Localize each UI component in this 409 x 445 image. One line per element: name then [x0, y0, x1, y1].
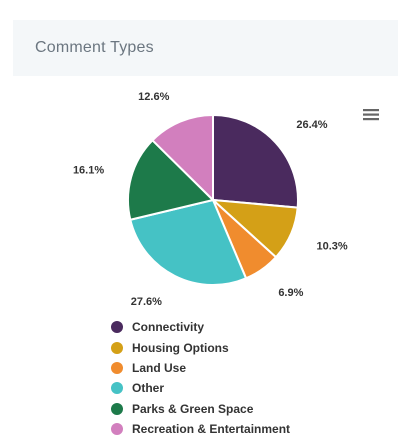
pie-slice-parks-green-space[interactable] — [127, 139, 214, 221]
legend-swatch — [111, 321, 123, 334]
card-title: Comment Types — [35, 39, 154, 56]
data-label-recreation-entertainment: 12.6% — [138, 91, 169, 103]
hamburger-menu-icon[interactable] — [360, 104, 382, 124]
legend-item-land-use[interactable]: Land Use — [111, 358, 290, 378]
legend-item-other[interactable]: Other — [111, 378, 290, 398]
legend-label: Other — [132, 381, 165, 396]
legend-swatch — [111, 402, 123, 415]
data-label-other: 27.6% — [131, 296, 162, 305]
data-label-land-use: 6.9% — [278, 287, 303, 299]
pie-slice-connectivity[interactable] — [212, 114, 299, 209]
legend-swatch — [111, 423, 123, 436]
data-label-parks-green-space: 16.1% — [73, 165, 104, 177]
legend-swatch — [111, 341, 123, 354]
card-header: Comment Types — [13, 20, 398, 76]
legend-label: Land Use — [132, 360, 187, 375]
legend-item-parks-green-space[interactable]: Parks & Green Space — [111, 399, 290, 419]
legend-item-connectivity[interactable]: Connectivity — [111, 317, 290, 337]
pie-chart: 26.4% 10.3% 6.9% 27.6% 16.1% 12.6% — [73, 91, 348, 305]
data-label-housing-options: 10.3% — [316, 240, 347, 252]
hamburger-menu-glyph — [363, 109, 379, 121]
data-label-connectivity: 26.4% — [296, 119, 327, 131]
legend-label: Connectivity — [132, 320, 205, 335]
pie-slice-other[interactable] — [129, 199, 248, 286]
legend-item-housing-options[interactable]: Housing Options — [111, 337, 290, 357]
legend-swatch — [111, 382, 123, 395]
chart-legend: Connectivity Housing Options Land Use Other… — [111, 317, 290, 439]
pie-slice-recreation-entertainment[interactable] — [151, 114, 214, 201]
legend-item-recreation-entertainment[interactable]: Recreation & Entertainment — [111, 419, 290, 439]
legend-label: Housing Options — [132, 340, 229, 355]
legend-label: Parks & Green Space — [132, 401, 254, 416]
legend-label: Recreation & Entertainment — [132, 422, 291, 437]
legend-swatch — [111, 361, 123, 374]
